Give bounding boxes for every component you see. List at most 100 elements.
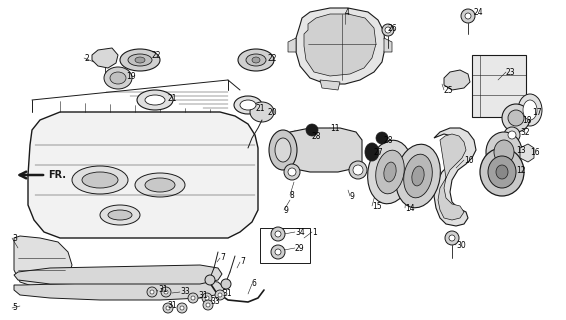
Text: 8: 8	[290, 190, 295, 199]
Polygon shape	[520, 144, 534, 162]
Circle shape	[275, 249, 281, 255]
Circle shape	[206, 303, 210, 307]
Ellipse shape	[518, 94, 542, 126]
Ellipse shape	[494, 140, 514, 164]
Circle shape	[215, 290, 225, 300]
Ellipse shape	[104, 67, 132, 89]
Text: 20: 20	[268, 108, 278, 116]
Ellipse shape	[135, 57, 145, 63]
Polygon shape	[434, 128, 476, 226]
Ellipse shape	[240, 100, 256, 110]
Circle shape	[271, 245, 285, 259]
Circle shape	[164, 290, 168, 294]
Ellipse shape	[137, 90, 173, 110]
Ellipse shape	[365, 143, 379, 161]
Ellipse shape	[486, 132, 522, 172]
Text: 15: 15	[372, 202, 381, 211]
Ellipse shape	[145, 95, 165, 105]
Ellipse shape	[508, 110, 524, 126]
Text: 21: 21	[168, 93, 178, 102]
Circle shape	[203, 300, 213, 310]
Ellipse shape	[275, 138, 291, 162]
Circle shape	[349, 161, 367, 179]
Ellipse shape	[523, 100, 537, 120]
Text: 7: 7	[220, 253, 225, 262]
Circle shape	[465, 13, 471, 19]
Text: 33: 33	[210, 298, 220, 307]
Ellipse shape	[72, 166, 128, 194]
Text: 34: 34	[295, 228, 305, 236]
Text: 13: 13	[516, 146, 526, 155]
Ellipse shape	[502, 104, 530, 132]
Circle shape	[221, 279, 231, 289]
Circle shape	[382, 24, 394, 36]
Text: 24: 24	[474, 7, 483, 17]
Text: 9: 9	[284, 205, 289, 214]
Text: 5: 5	[12, 303, 17, 313]
Ellipse shape	[269, 130, 297, 170]
Ellipse shape	[396, 144, 440, 208]
Text: 6: 6	[252, 279, 257, 289]
Text: 3: 3	[12, 234, 17, 243]
Text: 14: 14	[405, 204, 415, 212]
Text: 10: 10	[464, 156, 474, 164]
Text: 2: 2	[84, 53, 89, 62]
Text: 7: 7	[240, 258, 245, 267]
Circle shape	[205, 275, 215, 285]
Polygon shape	[296, 8, 385, 84]
Circle shape	[461, 9, 475, 23]
Text: 18: 18	[522, 116, 531, 124]
Text: 1: 1	[312, 228, 317, 236]
Circle shape	[271, 227, 285, 241]
Ellipse shape	[252, 57, 260, 63]
Circle shape	[275, 231, 281, 237]
Ellipse shape	[128, 54, 152, 66]
Polygon shape	[438, 134, 466, 220]
Text: 29: 29	[295, 244, 305, 252]
Ellipse shape	[496, 165, 508, 179]
Circle shape	[161, 287, 171, 297]
Text: 11: 11	[330, 124, 340, 132]
Polygon shape	[28, 112, 258, 238]
Text: 22: 22	[268, 53, 277, 62]
Bar	[472, 55, 526, 117]
Bar	[260, 228, 310, 263]
Text: 27: 27	[374, 148, 384, 156]
Circle shape	[284, 164, 300, 180]
Circle shape	[163, 303, 173, 313]
Text: 19: 19	[126, 71, 136, 81]
Text: 12: 12	[516, 165, 525, 174]
Text: 31: 31	[167, 301, 177, 310]
Polygon shape	[304, 14, 376, 76]
Ellipse shape	[82, 172, 118, 188]
Text: 23: 23	[506, 68, 516, 76]
Text: 30: 30	[456, 241, 466, 250]
Circle shape	[306, 124, 318, 136]
Circle shape	[385, 27, 391, 33]
Ellipse shape	[404, 154, 432, 198]
Polygon shape	[320, 80, 340, 90]
Circle shape	[147, 287, 157, 297]
Polygon shape	[283, 128, 362, 172]
Text: 17: 17	[532, 108, 542, 116]
Circle shape	[202, 293, 212, 303]
Ellipse shape	[250, 102, 274, 122]
Circle shape	[508, 131, 516, 139]
Polygon shape	[92, 48, 118, 68]
Text: 22: 22	[152, 51, 161, 60]
Polygon shape	[288, 38, 296, 52]
Ellipse shape	[488, 156, 516, 188]
Circle shape	[376, 132, 388, 144]
Ellipse shape	[145, 178, 175, 192]
Text: 16: 16	[530, 148, 539, 156]
Circle shape	[180, 306, 184, 310]
Text: 26: 26	[388, 23, 398, 33]
Text: 28: 28	[384, 135, 393, 145]
Ellipse shape	[412, 166, 424, 186]
Text: 21: 21	[256, 103, 265, 113]
Ellipse shape	[110, 72, 126, 84]
Circle shape	[191, 296, 195, 300]
Circle shape	[218, 293, 222, 297]
Polygon shape	[14, 265, 222, 284]
Ellipse shape	[238, 49, 274, 71]
